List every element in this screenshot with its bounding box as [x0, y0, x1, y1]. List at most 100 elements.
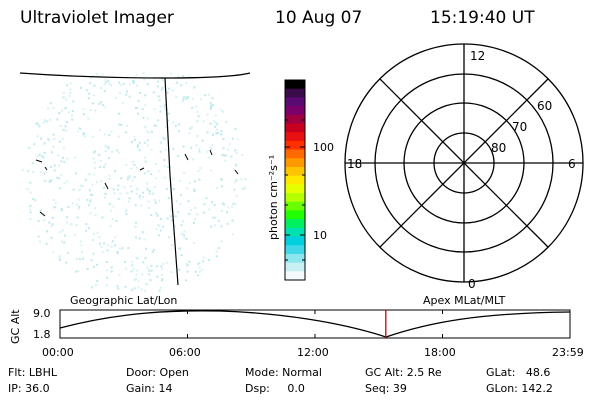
emission-pixel — [96, 263, 98, 266]
emission-pixel — [221, 209, 223, 212]
emission-pixel — [82, 107, 85, 110]
emission-pixel — [231, 205, 233, 208]
emission-pixel — [37, 123, 40, 126]
emission-pixel — [106, 276, 109, 279]
emission-pixel — [125, 93, 128, 96]
status-filter: Flt: LBHL — [8, 366, 57, 379]
emission-pixel — [142, 191, 145, 194]
colorbar-band — [285, 166, 305, 177]
emission-pixel — [96, 181, 99, 184]
emission-pixel — [201, 269, 204, 271]
emission-pixel — [79, 127, 82, 130]
emission-pixel — [152, 192, 155, 195]
emission-pixel — [163, 104, 166, 107]
geographic-latlon-title: Geographic Lat/Lon — [70, 294, 178, 307]
emission-pixel — [209, 122, 212, 125]
emission-pixel — [141, 108, 144, 111]
emission-pixel — [87, 173, 90, 176]
emission-pixel — [117, 287, 120, 290]
emission-pixel — [60, 209, 63, 212]
emission-pixel — [42, 121, 45, 124]
emission-pixel — [87, 97, 90, 100]
lat-label-70: 70 — [512, 120, 527, 134]
mlt-label-6: 6 — [568, 157, 576, 171]
emission-pixel — [102, 104, 105, 107]
emission-pixel — [59, 230, 62, 233]
emission-pixel — [126, 124, 129, 127]
status-glon: GLon: 142.2 — [486, 382, 553, 395]
emission-pixel — [29, 181, 32, 184]
emission-pixel — [154, 177, 157, 180]
emission-pixel — [220, 109, 223, 112]
emission-pixel — [214, 121, 217, 124]
emission-pixel — [87, 204, 90, 207]
emission-pixel — [142, 116, 145, 119]
emission-pixel — [233, 168, 235, 171]
emission-pixel — [152, 91, 155, 94]
emission-pixel — [94, 207, 97, 210]
emission-pixel — [48, 139, 51, 142]
emission-pixel — [153, 186, 156, 189]
emission-pixel — [93, 173, 96, 176]
emission-pixel — [199, 167, 202, 169]
emission-pixel — [130, 270, 133, 273]
emission-pixel — [99, 101, 102, 104]
emission-pixel — [158, 199, 161, 202]
emission-pixel — [134, 106, 137, 109]
emission-pixel — [159, 105, 162, 108]
emission-pixel — [43, 119, 46, 122]
emission-pixel — [136, 145, 139, 148]
emission-pixel — [43, 219, 46, 221]
emission-pixel — [57, 154, 60, 157]
emission-pixel — [195, 270, 197, 273]
emission-pixel — [182, 220, 185, 223]
emission-pixel — [59, 187, 62, 190]
emission-pixel — [132, 160, 134, 163]
emission-pixel — [118, 123, 121, 126]
emission-pixel — [108, 134, 111, 137]
emission-pixel — [183, 172, 186, 175]
emission-pixel — [218, 247, 220, 250]
emission-pixel — [226, 222, 229, 225]
emission-pixel — [108, 174, 111, 177]
emission-pixel — [225, 120, 228, 123]
emission-pixel — [196, 120, 199, 122]
colorbar-band — [285, 201, 305, 212]
emission-pixel — [167, 119, 170, 122]
emission-pixel — [160, 265, 163, 268]
emission-pixel — [158, 234, 161, 237]
emission-pixel — [88, 173, 91, 176]
emission-pixel — [98, 236, 101, 239]
emission-pixel — [191, 106, 194, 109]
colorbar-band — [285, 140, 305, 151]
emission-pixel — [65, 98, 68, 101]
emission-pixel — [234, 149, 237, 152]
emission-pixel — [131, 140, 133, 143]
emission-pixel — [161, 86, 164, 89]
emission-pixel — [104, 193, 107, 195]
emission-pixel — [240, 178, 243, 180]
emission-pixel — [178, 130, 180, 133]
emission-pixel — [136, 269, 139, 272]
emission-pixel — [244, 178, 247, 180]
emission-pixel — [87, 117, 90, 120]
emission-pixel — [144, 156, 146, 159]
emission-pixel — [123, 261, 126, 264]
orbit-altitude-curve — [59, 310, 571, 338]
emission-pixel — [75, 270, 78, 273]
emission-pixel — [157, 224, 160, 227]
emission-pixel — [60, 208, 63, 210]
emission-pixel — [148, 190, 151, 192]
emission-pixel — [193, 188, 196, 191]
emission-pixel — [116, 149, 119, 152]
emission-pixel — [169, 214, 172, 217]
emission-pixel — [214, 114, 217, 117]
emission-pixel — [53, 137, 56, 140]
emission-pixel — [217, 219, 220, 222]
emission-pixel — [150, 269, 153, 272]
status-glat: GLat: 48.6 — [486, 366, 551, 379]
emission-pixel — [80, 184, 82, 187]
emission-pixel — [44, 179, 47, 182]
emission-pixel — [159, 150, 162, 153]
